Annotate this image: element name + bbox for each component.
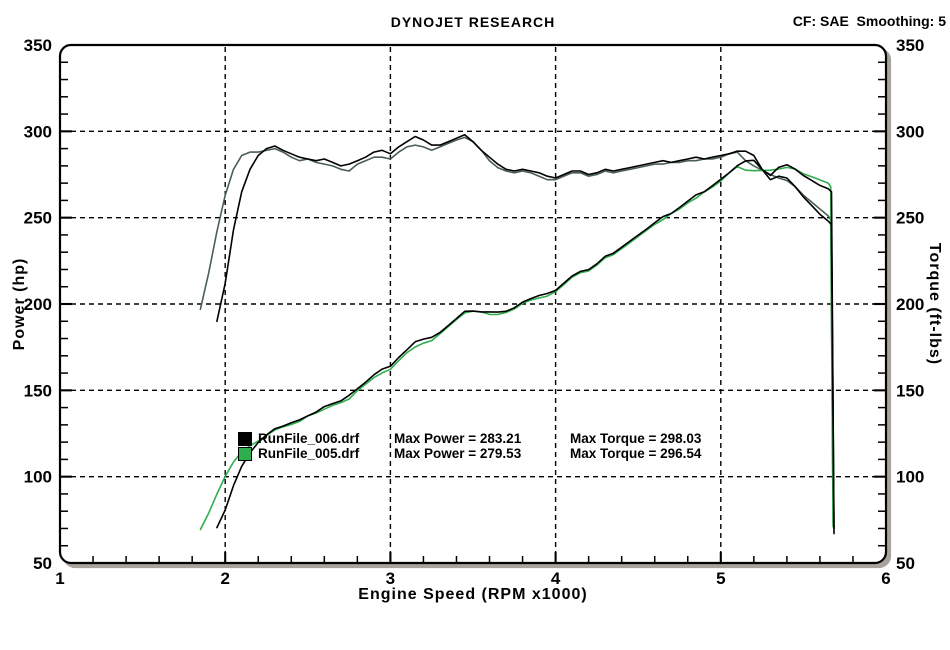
x-tick-label: 5 <box>716 569 725 588</box>
legend-max-power-run006: Max Power = 283.21 <box>394 431 522 446</box>
right-axis-title: Torque (ft-lbs) <box>926 242 943 366</box>
correction-smoothing-label: CF: SAE Smoothing: 5 <box>792 13 946 29</box>
y-tick-label-right: 200 <box>896 295 924 314</box>
curve-layer <box>199 134 835 535</box>
torque-curve-runfile-006 <box>216 134 835 530</box>
legend-swatch-run005 <box>238 446 252 461</box>
plot-frame <box>58 43 888 565</box>
legend-max-torque-run006: Max Torque = 298.03 <box>570 431 702 446</box>
y-tick-label-left: 200 <box>24 295 52 314</box>
y-tick-label-left: 250 <box>24 209 52 228</box>
tick-label-layer: 1 2 3 4 5 6 350 350 300 300 250 250 200 200 150 150 100 1… <box>24 36 925 588</box>
power-curve-runfile-006 <box>216 159 835 535</box>
y-tick-label-left: 150 <box>24 381 52 400</box>
y-tick-label-right: 250 <box>896 209 924 228</box>
y-tick-label-right: 50 <box>896 554 915 573</box>
y-tick-label-left: 100 <box>24 468 52 487</box>
legend-swatch-run006 <box>238 431 252 446</box>
y-tick-label-left: 50 <box>33 554 52 573</box>
y-tick-label-right: 350 <box>896 36 924 55</box>
x-tick-label: 3 <box>386 569 395 588</box>
x-tick-label: 1 <box>55 569 64 588</box>
legend-file-run005: RunFile_005.drf <box>258 446 360 461</box>
legend-row-run005: RunFile_005.drf Max Power = 279.53 Max T… <box>238 446 701 461</box>
y-tick-label-right: 300 <box>896 122 924 141</box>
legend-max-torque-run005: Max Torque = 296.54 <box>570 446 702 461</box>
x-tick-label: 6 <box>881 569 890 588</box>
y-tick-label-left: 300 <box>24 122 52 141</box>
legend-max-power-run005: Max Power = 279.53 <box>394 446 522 461</box>
x-tick-label: 2 <box>220 569 229 588</box>
legend-row-run006: RunFile_006.drf Max Power = 283.21 Max T… <box>238 431 701 446</box>
left-axis-title: Power (hp) <box>11 257 28 351</box>
grid-layer <box>62 47 884 561</box>
chart-title: DYNOJET RESEARCH <box>390 14 556 30</box>
y-tick-label-right: 100 <box>896 468 924 487</box>
legend: RunFile_006.drf Max Power = 283.21 Max T… <box>238 431 701 461</box>
y-tick-label-left: 350 <box>24 36 52 55</box>
x-tick-label: 4 <box>551 569 561 588</box>
y-tick-label-right: 150 <box>896 381 924 400</box>
x-axis-title: Engine Speed (RPM x1000) <box>358 586 588 603</box>
legend-file-run006: RunFile_006.drf <box>258 431 360 446</box>
tick-layer <box>61 61 885 562</box>
